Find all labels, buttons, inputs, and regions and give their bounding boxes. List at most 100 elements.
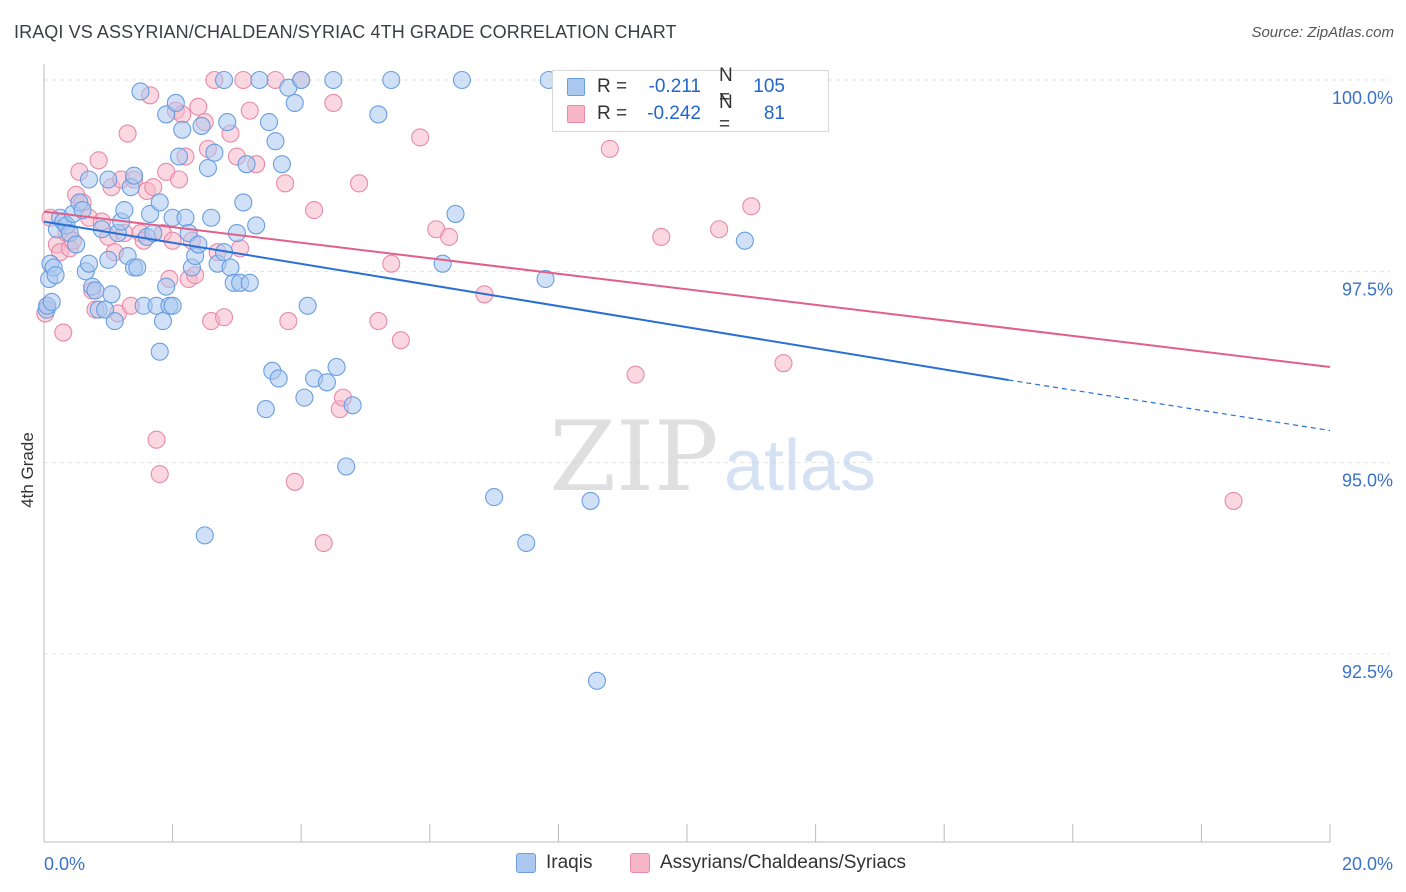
axes (43, 64, 1331, 843)
data-point (234, 193, 253, 212)
data-point (79, 170, 99, 189)
iraqis-points (37, 70, 754, 690)
bottom-legend-assyrians[interactable]: Assyrians/Chaldeans/Syriacs (630, 852, 906, 874)
data-point (144, 178, 163, 197)
data-point (517, 533, 536, 553)
data-point (46, 266, 65, 285)
data-point (227, 224, 246, 243)
legend-n-value: 105 (753, 76, 785, 97)
bottom-legend-swatch-assyrians (630, 853, 650, 873)
trend-line-assyrians (43, 210, 1331, 368)
data-point (285, 93, 304, 113)
data-point (433, 254, 452, 273)
data-point (202, 208, 221, 227)
stats-legend: R = -0.211 N = 105 R = -0.242 N = 81 (552, 65, 829, 135)
data-point (42, 292, 61, 311)
data-point (446, 204, 465, 223)
data-point (157, 277, 176, 296)
data-point (169, 147, 189, 166)
watermark: ZIP atlas (549, 401, 876, 513)
data-point (214, 70, 234, 90)
legend-r-value: -0.242 (647, 103, 701, 124)
data-point (314, 533, 333, 553)
data-point (250, 70, 269, 90)
data-point (99, 250, 118, 269)
legend-swatch-iraqis (567, 78, 585, 96)
x-tick-label: 0.0% (44, 854, 85, 874)
y-tick-label: 92.5% (1342, 662, 1393, 682)
data-point (710, 220, 729, 239)
bottom-legend-label-assyrians: Assyrians/Chaldeans/Syriacs (660, 852, 907, 873)
data-point (240, 101, 259, 120)
bottom-legend-swatch-iraqis (516, 853, 536, 873)
legend-row-assyrians: R = -0.242 N = 81 (567, 92, 785, 135)
data-point (774, 354, 793, 373)
data-point (391, 331, 410, 350)
data-point (369, 105, 388, 124)
data-point (382, 254, 401, 273)
data-point (536, 269, 555, 289)
data-point (218, 113, 237, 132)
data-point (205, 143, 224, 162)
data-point (189, 235, 208, 254)
watermark-atlas: atlas (724, 426, 876, 506)
data-point (131, 82, 150, 101)
data-point (735, 231, 754, 250)
data-point (169, 170, 189, 189)
data-point (240, 273, 259, 292)
data-point (259, 113, 279, 132)
data-point (166, 93, 185, 113)
data-point (337, 457, 356, 476)
data-point (195, 526, 214, 545)
data-point (626, 365, 645, 384)
y-tick-label: 100.0% (1332, 88, 1393, 108)
data-point (587, 671, 607, 690)
trend-line-iraqis-extension (1008, 379, 1331, 432)
data-point (221, 258, 240, 277)
x-tick-label: 20.0% (1342, 854, 1393, 874)
chart-title: IRAQI VS ASSYRIAN/CHALDEAN/SYRIAC 4TH GR… (14, 22, 677, 42)
data-point (153, 312, 173, 331)
data-point (600, 139, 619, 158)
trend-lines (43, 210, 1331, 432)
data-point (192, 116, 211, 135)
data-point (189, 97, 208, 116)
y-axis-label: 4th Grade (18, 432, 37, 508)
y-tick-label: 97.5% (1342, 279, 1393, 299)
data-point (214, 308, 234, 327)
legend-r-label: R = (597, 76, 628, 97)
data-point (79, 254, 99, 273)
data-point (150, 342, 169, 361)
data-point (237, 155, 256, 174)
data-point (99, 170, 118, 189)
data-point (89, 151, 108, 170)
data-point (54, 323, 73, 342)
watermark-zip: ZIP (549, 401, 718, 513)
data-point (176, 208, 195, 227)
data-point (256, 400, 275, 419)
data-point (382, 70, 401, 90)
data-point (1224, 491, 1243, 510)
data-point (150, 193, 169, 212)
data-point (742, 197, 761, 216)
bottom-legend-iraqis[interactable]: Iraqis (516, 852, 592, 874)
data-point (324, 93, 343, 113)
data-point (295, 388, 314, 407)
data-point (67, 235, 86, 254)
data-point (350, 174, 369, 193)
data-point (485, 488, 504, 507)
data-point (163, 296, 182, 315)
data-point (272, 155, 291, 174)
data-point (305, 201, 324, 220)
data-point (279, 312, 298, 331)
data-point (343, 396, 362, 415)
data-point (266, 132, 285, 151)
data-point (105, 312, 124, 331)
data-point (369, 312, 388, 331)
data-point (327, 357, 346, 377)
data-point (86, 281, 105, 300)
tick-labels: 100.0% 97.5% 95.0% 92.5% 0.0% 20.0% (44, 88, 1393, 874)
data-point (128, 258, 147, 277)
legend-r-label: R = (597, 103, 628, 124)
